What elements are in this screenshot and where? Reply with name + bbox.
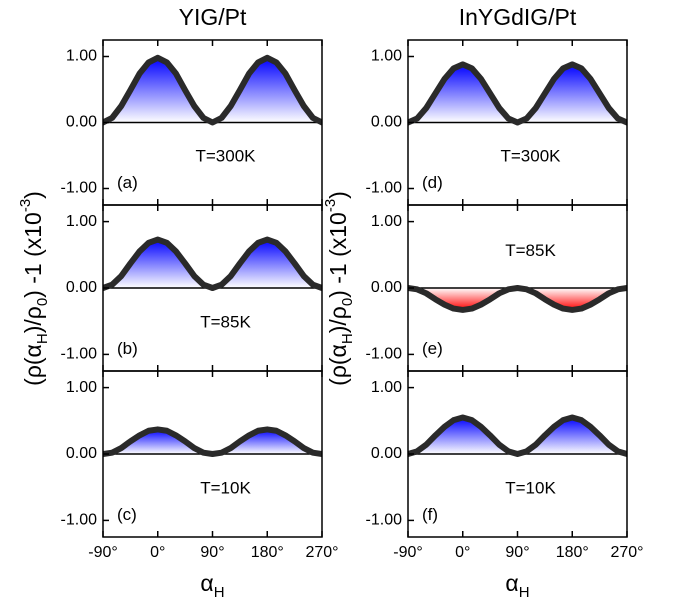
panel-label: (f) bbox=[422, 505, 438, 524]
data-line bbox=[103, 236, 322, 291]
x-tick-label: 270° bbox=[305, 544, 338, 561]
area-fill bbox=[103, 239, 322, 288]
y-axis-label-part: H bbox=[339, 333, 356, 344]
x-tick-label: 0° bbox=[150, 544, 165, 561]
y-tick-label: -1.00 bbox=[61, 180, 98, 197]
annotation: T=300K bbox=[500, 147, 561, 166]
y-tick-label: 1.00 bbox=[66, 48, 97, 65]
column-title: YIG/Pt bbox=[179, 4, 247, 30]
y-tick-label: 1.00 bbox=[371, 213, 402, 230]
data-line bbox=[103, 426, 322, 457]
data-line bbox=[408, 414, 627, 457]
y-tick-label: 0.00 bbox=[371, 279, 402, 296]
annotation: T=85K bbox=[200, 312, 251, 331]
y-axis-label-part: ) -1 (x10 bbox=[325, 212, 351, 298]
area-fill bbox=[103, 429, 322, 454]
y-tick-label: -1.00 bbox=[61, 346, 98, 363]
annotation: T=10K bbox=[200, 478, 251, 497]
panel-label: (c) bbox=[117, 505, 137, 524]
x-tick-label: 0° bbox=[455, 544, 470, 561]
y-axis-label-part: )/ρ bbox=[20, 306, 46, 333]
y-tick-label: -1.00 bbox=[366, 180, 403, 197]
y-tick-label: -1.00 bbox=[61, 512, 98, 529]
x-tick-label: -90° bbox=[88, 544, 118, 561]
y-tick-label: 1.00 bbox=[371, 48, 402, 65]
x-tick-label: -90° bbox=[393, 544, 423, 561]
y-tick-label: 1.00 bbox=[371, 379, 402, 396]
y-tick-label: 0.00 bbox=[66, 445, 97, 462]
x-tick-label: 90° bbox=[505, 544, 529, 561]
x-axis-label-part: α bbox=[200, 570, 213, 596]
data-line bbox=[408, 285, 627, 313]
data-line bbox=[103, 54, 322, 126]
x-tick-label: 90° bbox=[200, 544, 224, 561]
area-fill bbox=[408, 288, 627, 310]
y-tick-label: 0.00 bbox=[371, 445, 402, 462]
data-line bbox=[408, 61, 627, 126]
annotation: T=10K bbox=[505, 478, 556, 497]
y-axis-label: (ρ(αH)/ρ0) -1 (x10-3) bbox=[17, 191, 51, 386]
x-axis-label: αH bbox=[200, 570, 224, 601]
y-axis-label: (ρ(αH)/ρ0) -1 (x10-3) bbox=[322, 191, 356, 386]
y-axis-label-part: -3 bbox=[322, 199, 339, 212]
y-axis-label-part: -3 bbox=[17, 199, 34, 212]
x-tick-label: 180° bbox=[556, 544, 589, 561]
x-axis-label-part: H bbox=[214, 584, 225, 601]
panel-label: (e) bbox=[422, 339, 443, 358]
y-tick-label: 0.00 bbox=[371, 114, 402, 131]
x-axis-label-part: H bbox=[519, 584, 530, 601]
y-tick-label: 1.00 bbox=[66, 379, 97, 396]
y-tick-label: 1.00 bbox=[66, 213, 97, 230]
y-axis-label-part: 0 bbox=[34, 298, 51, 306]
y-axis-label-part: ) bbox=[325, 191, 351, 199]
area-fill bbox=[103, 57, 322, 123]
column-title: InYGdIG/Pt bbox=[459, 4, 577, 30]
annotation: T=85K bbox=[505, 241, 556, 260]
y-axis-label-part: (ρ(α bbox=[325, 344, 351, 386]
area-fill bbox=[408, 64, 627, 123]
y-tick-label: -1.00 bbox=[366, 512, 403, 529]
y-tick-label: 0.00 bbox=[66, 279, 97, 296]
y-axis-label-part: 0 bbox=[339, 298, 356, 306]
panel-label: (d) bbox=[422, 173, 443, 192]
y-axis-label-part: H bbox=[34, 333, 51, 344]
y-axis-label-part: (ρ(α bbox=[20, 344, 46, 386]
panel-label: (b) bbox=[117, 339, 138, 358]
x-axis-label-part: α bbox=[505, 570, 518, 596]
y-tick-label: 0.00 bbox=[66, 114, 97, 131]
annotation: T=300K bbox=[195, 147, 256, 166]
panel-label: (a) bbox=[117, 173, 138, 192]
y-axis-label-part: ) -1 (x10 bbox=[20, 212, 46, 298]
x-axis-label: αH bbox=[505, 570, 529, 601]
x-tick-label: 180° bbox=[251, 544, 284, 561]
x-tick-label: 270° bbox=[610, 544, 643, 561]
area-fill bbox=[408, 417, 627, 454]
y-tick-label: -1.00 bbox=[366, 346, 403, 363]
y-axis-label-part: )/ρ bbox=[325, 306, 351, 333]
y-axis-label-part: ) bbox=[20, 191, 46, 199]
